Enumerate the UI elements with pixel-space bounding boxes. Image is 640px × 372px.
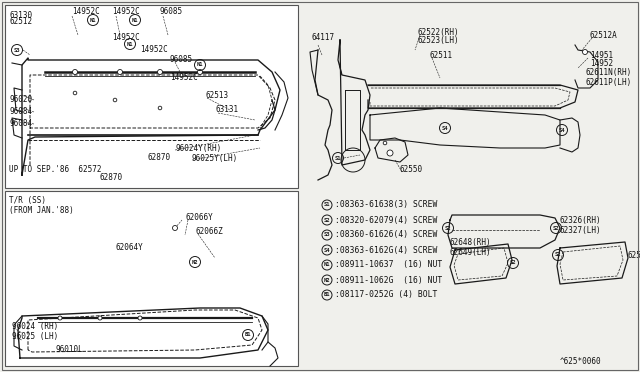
Text: :08117-0252G (4) BOLT: :08117-0252G (4) BOLT bbox=[335, 291, 437, 299]
Circle shape bbox=[118, 70, 122, 74]
Circle shape bbox=[157, 70, 163, 74]
FancyBboxPatch shape bbox=[5, 5, 298, 188]
Text: S2: S2 bbox=[553, 225, 559, 231]
Text: :08320-62079(4) SCREW: :08320-62079(4) SCREW bbox=[335, 215, 437, 224]
Text: 62593: 62593 bbox=[628, 250, 640, 260]
Text: S4: S4 bbox=[324, 247, 330, 253]
Text: 63131: 63131 bbox=[215, 106, 238, 115]
Text: N2: N2 bbox=[192, 260, 198, 264]
Text: 14952C: 14952C bbox=[112, 7, 140, 16]
Text: 96010L: 96010L bbox=[55, 346, 83, 355]
Text: 62066Y: 62066Y bbox=[185, 214, 212, 222]
Text: 14952: 14952 bbox=[590, 58, 613, 67]
Circle shape bbox=[98, 316, 102, 320]
Text: 14952C: 14952C bbox=[170, 74, 198, 83]
Text: 62649(LH): 62649(LH) bbox=[450, 247, 492, 257]
Text: 62870: 62870 bbox=[100, 173, 123, 183]
Text: 62512: 62512 bbox=[9, 17, 32, 26]
Circle shape bbox=[582, 49, 588, 55]
Text: 62648(RH): 62648(RH) bbox=[450, 238, 492, 247]
Text: 96084: 96084 bbox=[9, 119, 32, 128]
Text: :08911-10637  (16) NUT: :08911-10637 (16) NUT bbox=[335, 260, 442, 269]
Text: N1: N1 bbox=[90, 17, 96, 22]
Text: 62550: 62550 bbox=[400, 166, 423, 174]
Text: N1: N1 bbox=[324, 263, 330, 267]
Text: S1: S1 bbox=[335, 155, 341, 160]
Text: 14952C: 14952C bbox=[112, 33, 140, 42]
Text: B1: B1 bbox=[244, 333, 252, 337]
Text: S3: S3 bbox=[324, 232, 330, 237]
Text: :08911-1062G  (16) NUT: :08911-1062G (16) NUT bbox=[335, 276, 442, 285]
Text: 96024 (RH): 96024 (RH) bbox=[12, 321, 58, 330]
Circle shape bbox=[198, 70, 202, 74]
Text: S2: S2 bbox=[324, 218, 330, 222]
Text: N2: N2 bbox=[324, 278, 330, 282]
Text: N1: N1 bbox=[196, 62, 204, 67]
Text: 62611N(RH): 62611N(RH) bbox=[585, 67, 631, 77]
Text: 62522(RH): 62522(RH) bbox=[418, 28, 460, 36]
Text: 96085: 96085 bbox=[160, 7, 183, 16]
Text: S2: S2 bbox=[509, 260, 516, 266]
Text: 14952C: 14952C bbox=[72, 7, 100, 16]
Text: 62513: 62513 bbox=[205, 90, 228, 99]
Text: T/R (SS): T/R (SS) bbox=[9, 196, 46, 205]
Text: 96025Y(LH): 96025Y(LH) bbox=[192, 154, 238, 163]
Text: :08363-6162G(4) SCREW: :08363-6162G(4) SCREW bbox=[335, 246, 437, 254]
Circle shape bbox=[113, 98, 117, 102]
Text: 62326(RH): 62326(RH) bbox=[560, 215, 602, 224]
Text: (FROM JAN.'88): (FROM JAN.'88) bbox=[9, 205, 74, 215]
Circle shape bbox=[387, 150, 393, 156]
Text: 63130: 63130 bbox=[9, 10, 32, 19]
Text: 62064Y: 62064Y bbox=[115, 244, 143, 253]
Text: S2: S2 bbox=[555, 253, 561, 257]
Text: S1: S1 bbox=[324, 202, 330, 208]
Text: 96020: 96020 bbox=[9, 96, 32, 105]
Text: S4: S4 bbox=[559, 128, 565, 132]
Text: :08363-61638(3) SCREW: :08363-61638(3) SCREW bbox=[335, 201, 437, 209]
Text: S3: S3 bbox=[13, 48, 20, 52]
Text: 62066Z: 62066Z bbox=[195, 228, 223, 237]
Text: 62327(LH): 62327(LH) bbox=[560, 225, 602, 234]
Circle shape bbox=[138, 316, 142, 320]
Circle shape bbox=[173, 225, 177, 231]
Text: 62611P(LH): 62611P(LH) bbox=[585, 77, 631, 87]
Circle shape bbox=[73, 91, 77, 95]
Text: 14952C: 14952C bbox=[140, 45, 168, 55]
Text: 62511: 62511 bbox=[430, 51, 453, 60]
Text: 96025 (LH): 96025 (LH) bbox=[12, 331, 58, 340]
Text: :08360-61626(4) SCREW: :08360-61626(4) SCREW bbox=[335, 231, 437, 240]
Text: 62523(LH): 62523(LH) bbox=[418, 35, 460, 45]
Text: 62870: 62870 bbox=[148, 154, 171, 163]
Text: 96084: 96084 bbox=[9, 108, 32, 116]
Circle shape bbox=[383, 141, 387, 145]
Text: 96024Y(RH): 96024Y(RH) bbox=[175, 144, 221, 153]
Circle shape bbox=[158, 106, 162, 110]
Text: ^625*0060: ^625*0060 bbox=[560, 357, 602, 366]
Text: N1: N1 bbox=[127, 42, 133, 46]
Text: 96085: 96085 bbox=[170, 55, 193, 64]
Text: UP TO SEP.'86  62572: UP TO SEP.'86 62572 bbox=[9, 166, 102, 174]
Text: N1: N1 bbox=[132, 17, 138, 22]
Circle shape bbox=[72, 70, 77, 74]
Circle shape bbox=[58, 316, 62, 320]
Text: 14951: 14951 bbox=[590, 51, 613, 60]
Text: 62512A: 62512A bbox=[590, 31, 618, 39]
Text: B1: B1 bbox=[324, 292, 330, 298]
Text: S2: S2 bbox=[445, 225, 451, 231]
Text: S4: S4 bbox=[442, 125, 448, 131]
Text: 64117: 64117 bbox=[312, 33, 335, 42]
FancyBboxPatch shape bbox=[5, 191, 298, 366]
